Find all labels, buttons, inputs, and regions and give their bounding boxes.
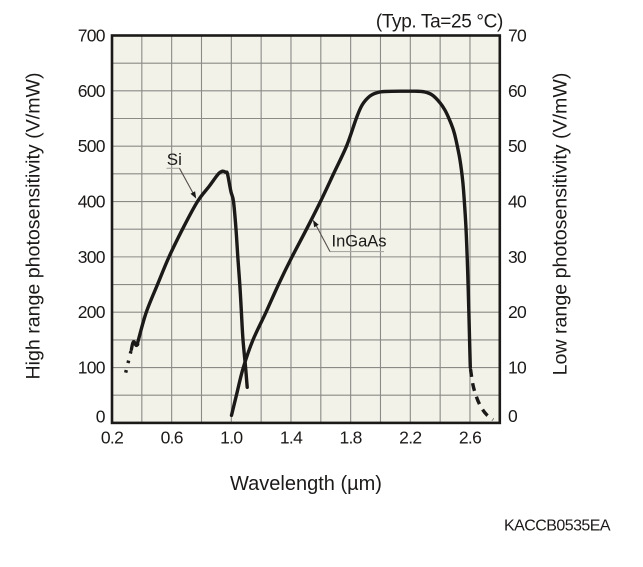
svg-text:1.8: 1.8 [339, 427, 361, 447]
svg-text:40: 40 [508, 192, 527, 212]
svg-text:Si: Si [167, 150, 182, 169]
svg-text:700: 700 [78, 26, 106, 46]
svg-text:KACCB0535EA: KACCB0535EA [504, 518, 611, 535]
svg-text:1.4: 1.4 [280, 427, 303, 447]
svg-text:2.2: 2.2 [399, 427, 421, 447]
svg-text:2.6: 2.6 [459, 427, 481, 447]
svg-text:0: 0 [508, 406, 518, 426]
svg-text:High range photosensitivity (V: High range photosensitivity (V/mW) [22, 72, 44, 379]
svg-text:70: 70 [508, 26, 527, 46]
svg-text:30: 30 [508, 247, 527, 267]
svg-text:0.6: 0.6 [161, 427, 183, 447]
svg-text:0: 0 [96, 406, 106, 426]
svg-text:100: 100 [78, 358, 106, 378]
svg-text:1.0: 1.0 [220, 427, 243, 447]
svg-text:200: 200 [78, 302, 106, 322]
svg-text:20: 20 [508, 302, 527, 322]
svg-text:400: 400 [78, 192, 106, 212]
svg-text:10: 10 [508, 358, 527, 378]
svg-text:InGaAs: InGaAs [332, 233, 387, 251]
svg-text:(Typ. Ta=25 °C): (Typ. Ta=25 °C) [376, 12, 503, 33]
svg-text:300: 300 [78, 247, 106, 267]
svg-text:500: 500 [78, 136, 106, 156]
svg-text:600: 600 [78, 81, 106, 101]
svg-text:60: 60 [508, 81, 527, 101]
svg-text:Wavelength (µm): Wavelength (µm) [230, 473, 382, 495]
svg-text:Low range photosensitivity (V/: Low range photosensitivity (V/mW) [549, 73, 571, 376]
svg-text:50: 50 [508, 136, 527, 156]
svg-text:0.2: 0.2 [101, 427, 123, 447]
